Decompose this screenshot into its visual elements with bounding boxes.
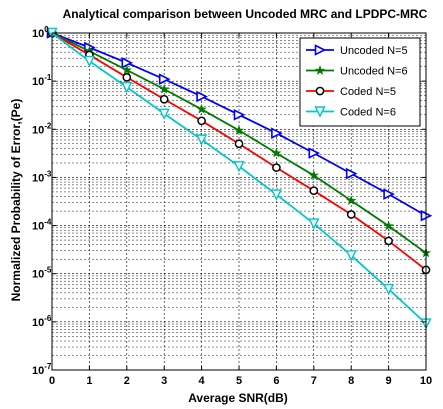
data-point (384, 236, 393, 246)
data-point (308, 218, 320, 230)
data-point (345, 167, 358, 180)
legend-label: Uncoded N=5 (340, 45, 408, 57)
y-tick-label: 10-6 (32, 314, 52, 329)
x-tick-label: 6 (273, 375, 279, 387)
legend-item: Uncoded N=6 (306, 65, 408, 78)
data-point (233, 124, 245, 135)
data-point (234, 139, 244, 149)
data-point (345, 250, 357, 262)
data-point (382, 283, 395, 296)
legend-marker (315, 86, 325, 96)
x-tick-label: 5 (236, 375, 242, 387)
data-point (346, 210, 356, 219)
y-tick-label: 10-2 (32, 121, 52, 136)
x-tick-label: 0 (49, 375, 55, 387)
y-axis-label: Normalized Probability of Error,(Pe) (9, 99, 23, 302)
y-tick-label: 10-1 (32, 73, 52, 88)
data-point (196, 103, 207, 114)
x-tick-label: 2 (124, 375, 130, 387)
series-group (46, 27, 433, 330)
legend-label: Uncoded N=6 (340, 66, 408, 78)
legend-item: Uncoded N=5 (306, 44, 408, 57)
series-2 (46, 27, 432, 258)
data-point (270, 189, 283, 201)
data-point (158, 73, 171, 85)
data-point (195, 134, 208, 146)
series-4 (46, 27, 432, 330)
y-tick-label: 10-7 (32, 362, 52, 377)
legend: Uncoded N=5 Uncoded N=6 Coded N=5 Coded N=6 (299, 37, 421, 127)
data-point (308, 170, 319, 180)
y-tick-label: 10-3 (32, 169, 52, 184)
data-point (233, 161, 245, 173)
y-tick-label: 10-5 (32, 266, 52, 281)
y-tick-label: 100 (32, 25, 49, 40)
legend-item: Coded N=6 (306, 106, 396, 119)
data-point (233, 108, 246, 121)
x-tick-label: 8 (348, 375, 354, 387)
data-point (308, 147, 321, 159)
data-point (197, 116, 206, 126)
data-point (196, 90, 208, 103)
legend-marker (314, 65, 326, 75)
x-tick-label: 4 (199, 375, 206, 387)
data-point (122, 72, 132, 82)
data-point (383, 188, 395, 200)
axis-ticks: 0 1 2 3 4 5 6 7 8 9 10 100 10-1 10-2 10-3 10-4 10-5 10-6 1… (32, 25, 432, 387)
legend-item: Coded N=5 (306, 86, 396, 98)
x-tick-label: 7 (311, 375, 317, 387)
data-point (272, 163, 281, 172)
x-axis-label: Average SNR(dB) (188, 391, 288, 405)
data-point (271, 127, 283, 139)
x-tick-label: 3 (161, 375, 167, 387)
data-point (121, 64, 132, 75)
x-tick-label: 9 (386, 375, 392, 387)
x-tick-label: 10 (420, 375, 432, 387)
data-point (271, 147, 282, 158)
data-point (383, 220, 394, 231)
data-point (158, 108, 170, 120)
legend-label: Coded N=5 (340, 86, 396, 98)
chart-title: Analytical comparison between Uncoded MR… (63, 7, 428, 21)
legend-label: Coded N=6 (340, 107, 396, 119)
data-point (309, 186, 319, 196)
data-point (346, 195, 357, 205)
data-point (121, 81, 133, 94)
data-point (83, 55, 96, 68)
x-tick-label: 1 (86, 375, 92, 387)
legend-marker (314, 44, 327, 56)
data-point (159, 83, 170, 94)
legend-marker (314, 106, 326, 118)
y-tick-label: 10-4 (32, 218, 52, 233)
data-point (159, 94, 169, 104)
